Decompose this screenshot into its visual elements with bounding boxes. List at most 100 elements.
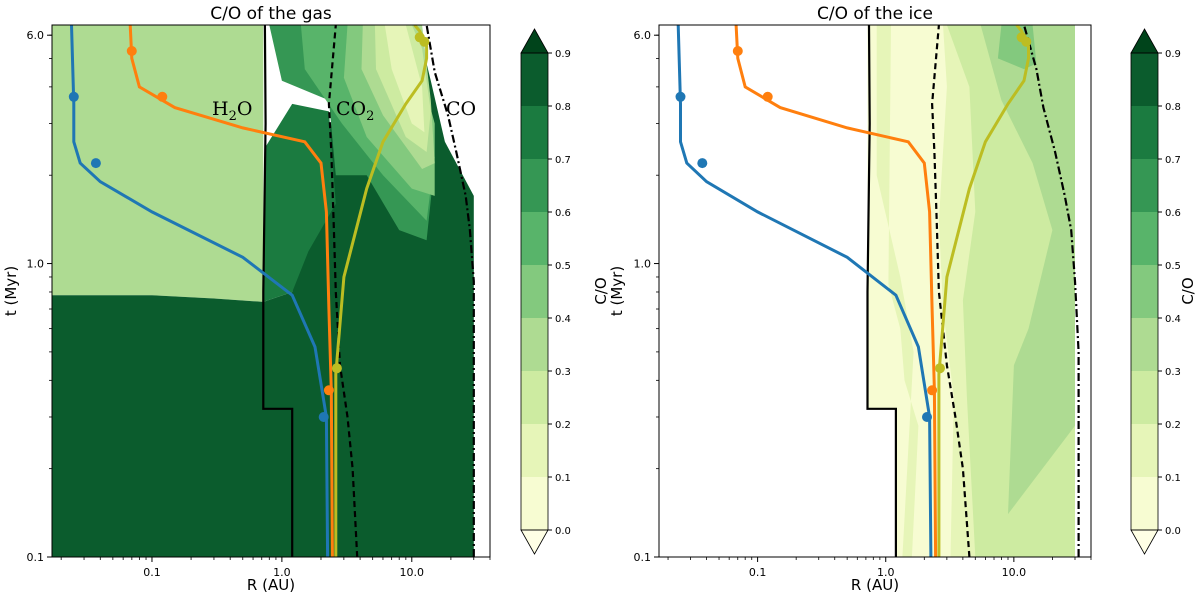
- colorbar-tick-label: 0.6: [1165, 208, 1181, 219]
- colorbar-segment: [1131, 424, 1158, 477]
- y-tick-label: 1.0: [27, 258, 45, 271]
- track-marker: [157, 91, 168, 102]
- contour-region: [52, 295, 293, 557]
- chart-title: C/O of the gas: [210, 4, 332, 24]
- track-marker: [675, 91, 686, 102]
- y-tick-label: 0.1: [634, 551, 652, 564]
- contour-regions: [867, 25, 1075, 557]
- chart-title: C/O of the ice: [817, 4, 933, 24]
- colorbar-ticks: 0.0 0.1 0.2 0.3 0.4 0.5 0.6 0.7 0.8 0.9: [1158, 49, 1181, 537]
- colorbar-segment: [521, 318, 548, 371]
- ice-line-co: [1022, 25, 1080, 557]
- track-marker: [697, 158, 708, 169]
- track-marker: [419, 36, 430, 47]
- colorbar-ticks: 0.0 0.1 0.2 0.3 0.4 0.5 0.6 0.7 0.8 0.9: [548, 49, 571, 537]
- track-marker: [331, 363, 342, 374]
- colorbar-tick-label: 0.7: [555, 155, 571, 166]
- panel-gas: H2O CO2 CO 0.1 1.0 10.0 0.1 1.0 6.0 C/O of t…: [2, 4, 610, 594]
- y-axis-ticks: 0.1 1.0 6.0: [27, 29, 52, 564]
- y-axis-label: t (Myr): [2, 266, 20, 316]
- iceline-label-co: CO: [446, 98, 476, 120]
- colorbar-segment: [521, 53, 548, 106]
- colorbar-frame: [520, 52, 549, 531]
- iceline-label-co2: CO2: [336, 98, 374, 124]
- colorbar-segment: [521, 212, 548, 265]
- colorbar-tick-label: 0.9: [555, 49, 571, 60]
- x-tick-label: 0.1: [749, 566, 767, 579]
- planet-track-2: [128, 25, 334, 557]
- y-tick-label: 6.0: [634, 29, 652, 42]
- colorbar-label: C/O: [592, 277, 610, 304]
- y-tick-label: 6.0: [27, 29, 45, 42]
- colorbar-tick-label: 0.2: [555, 420, 571, 431]
- ice-lines: [262, 25, 475, 557]
- track-marker: [732, 46, 743, 56]
- iceline-label-h2o: H2O: [212, 98, 252, 124]
- colorbar-segment: [521, 159, 548, 212]
- track-markers: [68, 32, 430, 422]
- track-marker: [68, 91, 79, 102]
- contour-region: [384, 25, 425, 133]
- colorbar-tick-label: 0.0: [555, 526, 571, 537]
- colorbar-tick-label: 0.1: [555, 473, 571, 484]
- colorbar-tick-label: 0.1: [1165, 473, 1181, 484]
- y-axis-ticks: 0.1 1.0 6.0: [634, 29, 659, 564]
- y-axis-label: t (Myr): [608, 266, 626, 316]
- contour-region: [980, 25, 1075, 515]
- x-tick-label: 1.0: [273, 566, 291, 579]
- colorbar-segment: [1131, 265, 1158, 318]
- colorbar: [520, 28, 549, 555]
- colorbar-segment: [521, 477, 548, 530]
- y-tick-label: 1.0: [634, 258, 652, 271]
- colorbar-segment: [1131, 53, 1158, 106]
- track-markers: [675, 32, 1032, 422]
- colorbar-segment: [1131, 106, 1158, 159]
- colorbar-segment: [521, 424, 548, 477]
- track-marker: [318, 412, 329, 422]
- colorbar-tick-label: 0.3: [1165, 367, 1181, 378]
- x-axis-ticks: 0.1 1.0 10.0: [667, 557, 1092, 579]
- track-marker: [762, 91, 773, 102]
- colorbar-tick-label: 0.4: [555, 314, 571, 325]
- colorbar-segment: [1131, 371, 1158, 424]
- track-marker: [126, 46, 137, 56]
- planet-track-1: [70, 25, 330, 557]
- track-marker: [90, 158, 101, 169]
- x-tick-label: 10.0: [1002, 566, 1027, 579]
- colorbar-tick-label: 0.9: [1165, 49, 1181, 60]
- x-tick-label: 0.1: [143, 566, 161, 579]
- colorbar-segment: [1131, 477, 1158, 530]
- ice-lines: [866, 25, 1080, 557]
- x-axis-ticks: 0.1 1.0 10.0: [60, 557, 491, 579]
- colorbar-tick-label: 0.3: [555, 367, 571, 378]
- colorbar-tick-label: 0.0: [1165, 526, 1181, 537]
- x-axis-label: R (AU): [851, 576, 899, 594]
- ice-line-h2o: [866, 25, 897, 557]
- track-marker: [922, 412, 932, 422]
- colorbar-frame: [1130, 52, 1159, 531]
- colorbar-segment: [1131, 318, 1158, 371]
- colorbar-label: C/O: [1179, 277, 1197, 304]
- ice-line-co2: [930, 25, 971, 557]
- colorbar-tick-label: 0.5: [555, 261, 571, 272]
- track-marker: [323, 385, 334, 396]
- colorbar-segment: [1131, 159, 1158, 212]
- colorbar: [1130, 28, 1159, 555]
- colorbar-tick-label: 0.2: [1165, 420, 1181, 431]
- x-tick-label: 10.0: [400, 566, 425, 579]
- colorbar-tick-label: 0.8: [1165, 102, 1181, 113]
- ice-line-co2: [327, 25, 359, 557]
- contour-region: [997, 25, 1037, 70]
- colorbar-tick-label: 0.5: [1165, 261, 1181, 272]
- contour-region: [263, 103, 336, 302]
- planet-track-2: [734, 25, 938, 557]
- planet-track-1: [676, 25, 933, 557]
- colorbar-segment: [521, 265, 548, 318]
- plot-frame: [51, 24, 491, 558]
- track-marker: [1021, 36, 1032, 47]
- track-marker: [927, 385, 938, 396]
- plot-frame: [658, 24, 1092, 558]
- x-axis-label: R (AU): [247, 576, 295, 594]
- ice-line-co: [425, 25, 475, 557]
- panel-ice: 0.1 1.0 10.0 0.1 1.0 6.0 C/O of the ice R (A…: [608, 4, 1197, 594]
